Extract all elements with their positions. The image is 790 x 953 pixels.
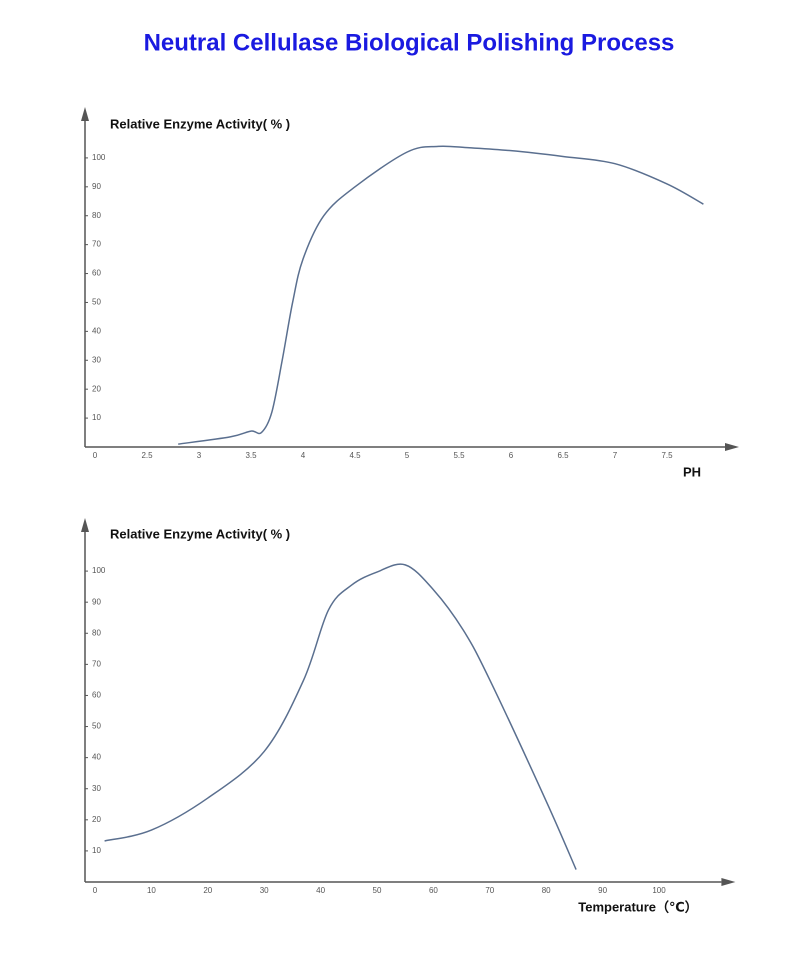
x-tick-label: 0 bbox=[93, 451, 98, 460]
x-tick-label: 2.5 bbox=[141, 451, 153, 460]
y-tick-label: 70 bbox=[92, 659, 101, 668]
y-tick-label: 40 bbox=[92, 326, 101, 335]
x-tick-label: 90 bbox=[598, 886, 607, 895]
y-tick-label: 100 bbox=[92, 566, 106, 575]
y-axis-arrow bbox=[81, 518, 89, 532]
y-tick-label: 80 bbox=[92, 628, 101, 637]
x-tick-label: 4 bbox=[301, 451, 306, 460]
x-tick-label: 20 bbox=[203, 886, 212, 895]
y-axis-label: Relative Enzyme Activity( % ) bbox=[110, 116, 290, 131]
y-tick-label: 50 bbox=[92, 722, 101, 731]
x-tick-label: 4.5 bbox=[349, 451, 361, 460]
y-tick-label: 90 bbox=[92, 182, 101, 191]
y-tick-label: 30 bbox=[92, 355, 101, 364]
x-tick-label: 3 bbox=[197, 451, 202, 460]
x-axis-label: PH bbox=[683, 464, 701, 479]
page-title: Neutral Cellulase Biological Polishing P… bbox=[144, 29, 675, 56]
x-axis-arrow bbox=[725, 443, 739, 451]
x-tick-label: 50 bbox=[373, 886, 382, 895]
y-axis-label: Relative Enzyme Activity( % ) bbox=[110, 526, 290, 541]
x-tick-label: 3.5 bbox=[245, 451, 257, 460]
y-tick-label: 40 bbox=[92, 753, 101, 762]
x-tick-label: 0 bbox=[93, 886, 98, 895]
x-tick-label: 70 bbox=[485, 886, 494, 895]
x-tick-label: 6 bbox=[509, 451, 514, 460]
x-axis-arrow bbox=[721, 878, 736, 886]
curve bbox=[178, 145, 704, 445]
y-tick-label: 10 bbox=[92, 846, 101, 855]
y-tick-label: 80 bbox=[92, 211, 101, 220]
x-tick-label: 60 bbox=[429, 886, 438, 895]
x-axis-label: Temperature（℃） bbox=[578, 899, 698, 914]
y-axis-arrow bbox=[81, 107, 89, 121]
y-tick-label: 10 bbox=[92, 413, 101, 422]
y-tick-label: 20 bbox=[92, 815, 101, 824]
y-tick-label: 70 bbox=[92, 240, 101, 249]
y-tick-label: 90 bbox=[92, 597, 101, 606]
x-tick-label: 100 bbox=[652, 886, 666, 895]
y-tick-label: 50 bbox=[92, 298, 101, 307]
x-tick-label: 40 bbox=[316, 886, 325, 895]
x-tick-label: 5.5 bbox=[453, 451, 465, 460]
y-tick-label: 30 bbox=[92, 784, 101, 793]
curve bbox=[104, 563, 577, 870]
x-tick-label: 7.5 bbox=[661, 451, 673, 460]
x-tick-label: 5 bbox=[405, 451, 410, 460]
y-tick-label: 60 bbox=[92, 269, 101, 278]
x-tick-label: 7 bbox=[613, 451, 618, 460]
y-tick-label: 60 bbox=[92, 691, 101, 700]
y-tick-label: 20 bbox=[92, 384, 101, 393]
x-tick-label: 80 bbox=[542, 886, 551, 895]
x-tick-label: 6.5 bbox=[557, 451, 569, 460]
x-tick-label: 10 bbox=[147, 886, 156, 895]
y-tick-label: 100 bbox=[92, 153, 106, 162]
x-tick-label: 30 bbox=[260, 886, 269, 895]
